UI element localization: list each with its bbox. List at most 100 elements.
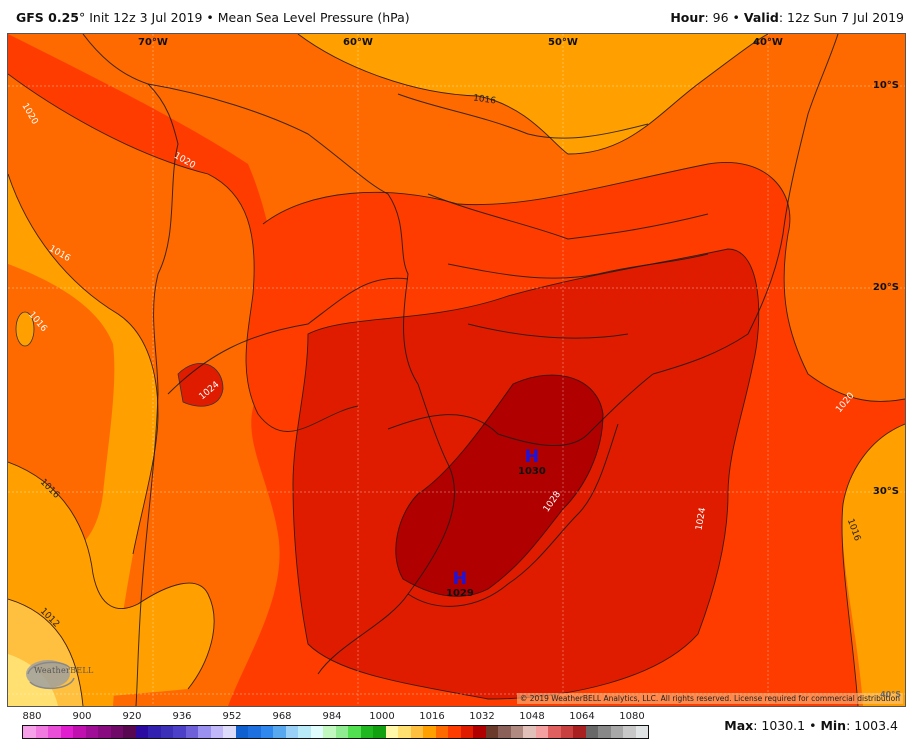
colorbar-swatch bbox=[73, 726, 86, 738]
colorbar-tick: 1016 bbox=[419, 711, 445, 722]
pressure-map: 70°W 60°W 50°W 40°W 10°S 20°S 30°S 1020 … bbox=[7, 33, 906, 707]
colorbar-tick: 880 bbox=[22, 711, 42, 722]
band-1032-core bbox=[395, 374, 604, 597]
colorbar-swatch bbox=[473, 726, 486, 738]
isobars bbox=[8, 34, 905, 706]
colorbar-swatch bbox=[560, 726, 573, 738]
colorbar-tick: 952 bbox=[222, 711, 242, 722]
high-pressure-center: H 1029 bbox=[446, 569, 474, 600]
valid-time: Hour: 96 • Valid: 12z Sun 7 Jul 2019 bbox=[670, 10, 904, 25]
colorbar: 880 900 920 936 952 968 984 1000 1016 10… bbox=[20, 711, 660, 739]
high-symbol: H bbox=[452, 569, 468, 589]
weatherbell-logo: WeatherBELL bbox=[20, 654, 100, 694]
colorbar-swatch bbox=[110, 726, 123, 738]
colorbar-swatch bbox=[398, 726, 411, 738]
colorbar-swatch bbox=[23, 726, 36, 738]
colorbar-swatch bbox=[348, 726, 361, 738]
colorbar-swatch bbox=[635, 726, 648, 738]
high-pressure-center: H 1030 bbox=[518, 449, 546, 478]
copyright-notice: © 2019 WeatherBELL Analytics, LLC. All r… bbox=[516, 693, 903, 704]
colorbar-swatch bbox=[585, 726, 598, 738]
colorbar-swatch bbox=[360, 726, 373, 738]
colorbar-ticks: 880 900 920 936 952 968 984 1000 1016 10… bbox=[20, 711, 660, 723]
colorbar-swatch bbox=[235, 726, 248, 738]
colorbar-swatch bbox=[460, 726, 473, 738]
colorbar-swatch bbox=[48, 726, 61, 738]
colorbar-tick: 900 bbox=[72, 711, 92, 722]
colorbar-swatch bbox=[273, 726, 286, 738]
colorbar-swatch bbox=[185, 726, 198, 738]
map-canvas bbox=[8, 34, 905, 706]
colorbar-tick: 984 bbox=[322, 711, 342, 722]
small-1016-cell bbox=[15, 311, 35, 347]
colorbar-swatch bbox=[148, 726, 161, 738]
max-min-stats: Max: 1030.1 • Min: 1003.4 bbox=[724, 718, 898, 733]
colorbar-swatch bbox=[510, 726, 523, 738]
colorbar-tick: 1000 bbox=[369, 711, 395, 722]
lat-label: 10°S bbox=[872, 80, 899, 91]
init-and-field: Init 12z 3 Jul 2019 • Mean Sea Level Pre… bbox=[85, 10, 410, 25]
hour-value: : 96 • bbox=[704, 10, 744, 25]
band-1016-north bbox=[298, 34, 768, 154]
colorbar-swatch bbox=[410, 726, 423, 738]
lon-label: 50°W bbox=[548, 37, 578, 48]
colorbar-tick: 936 bbox=[172, 711, 192, 722]
max-value: : 1030.1 • bbox=[753, 718, 821, 733]
colorbar-swatch bbox=[198, 726, 211, 738]
colorbar-tick: 920 bbox=[122, 711, 142, 722]
min-value: : 1003.4 bbox=[846, 718, 898, 733]
colorbar-swatch bbox=[210, 726, 223, 738]
colorbar-swatch bbox=[335, 726, 348, 738]
colorbar-swatch bbox=[535, 726, 548, 738]
colorbar-swatch bbox=[260, 726, 273, 738]
colorbar-swatch bbox=[598, 726, 611, 738]
colorbar-swatch bbox=[448, 726, 461, 738]
colorbar-swatch bbox=[248, 726, 261, 738]
colorbar-swatch bbox=[498, 726, 511, 738]
lon-label: 70°W bbox=[138, 37, 168, 48]
valid-label: Valid bbox=[743, 10, 779, 25]
colorbar-tick: 1048 bbox=[519, 711, 545, 722]
colorbar-swatches bbox=[22, 725, 649, 739]
colorbar-swatch bbox=[485, 726, 498, 738]
colorbar-tick: 968 bbox=[272, 711, 292, 722]
hour-label: Hour bbox=[670, 10, 705, 25]
lon-label: 40°W bbox=[753, 37, 783, 48]
model-name: GFS 0.25 bbox=[16, 10, 79, 25]
watermark-text: WeatherBELL bbox=[34, 666, 94, 675]
colorbar-tick: 1080 bbox=[619, 711, 645, 722]
min-label: Min bbox=[820, 718, 847, 733]
colorbar-swatch bbox=[60, 726, 73, 738]
colorbar-swatch bbox=[623, 726, 636, 738]
colorbar-swatch bbox=[523, 726, 536, 738]
colorbar-swatch bbox=[323, 726, 336, 738]
colorbar-swatch bbox=[135, 726, 148, 738]
colorbar-swatch bbox=[85, 726, 98, 738]
colorbar-swatch bbox=[573, 726, 586, 738]
valid-value: : 12z Sun 7 Jul 2019 bbox=[778, 10, 904, 25]
colorbar-swatch bbox=[610, 726, 623, 738]
high-value: 1029 bbox=[446, 588, 474, 599]
colorbar-swatch bbox=[298, 726, 311, 738]
lat-label: 30°S bbox=[872, 486, 899, 497]
colorbar-swatch bbox=[98, 726, 111, 738]
colorbar-swatch bbox=[285, 726, 298, 738]
colorbar-swatch bbox=[35, 726, 48, 738]
colorbar-swatch bbox=[223, 726, 236, 738]
chart-title: GFS 0.25° Init 12z 3 Jul 2019 • Mean Sea… bbox=[16, 10, 410, 25]
colorbar-swatch bbox=[385, 726, 398, 738]
colorbar-swatch bbox=[373, 726, 386, 738]
max-label: Max bbox=[724, 718, 754, 733]
degree-symbol: ° bbox=[79, 10, 86, 25]
colorbar-swatch bbox=[173, 726, 186, 738]
colorbar-tick: 1032 bbox=[469, 711, 495, 722]
band-1016-east bbox=[842, 424, 905, 706]
colorbar-tick: 1064 bbox=[569, 711, 595, 722]
borders bbox=[82, 34, 839, 706]
swirl-icon bbox=[26, 660, 75, 690]
lon-label: 60°W bbox=[343, 37, 373, 48]
colorbar-swatch bbox=[435, 726, 448, 738]
lat-label: 20°S bbox=[872, 282, 899, 293]
high-value: 1030 bbox=[518, 466, 546, 477]
colorbar-swatch bbox=[548, 726, 561, 738]
